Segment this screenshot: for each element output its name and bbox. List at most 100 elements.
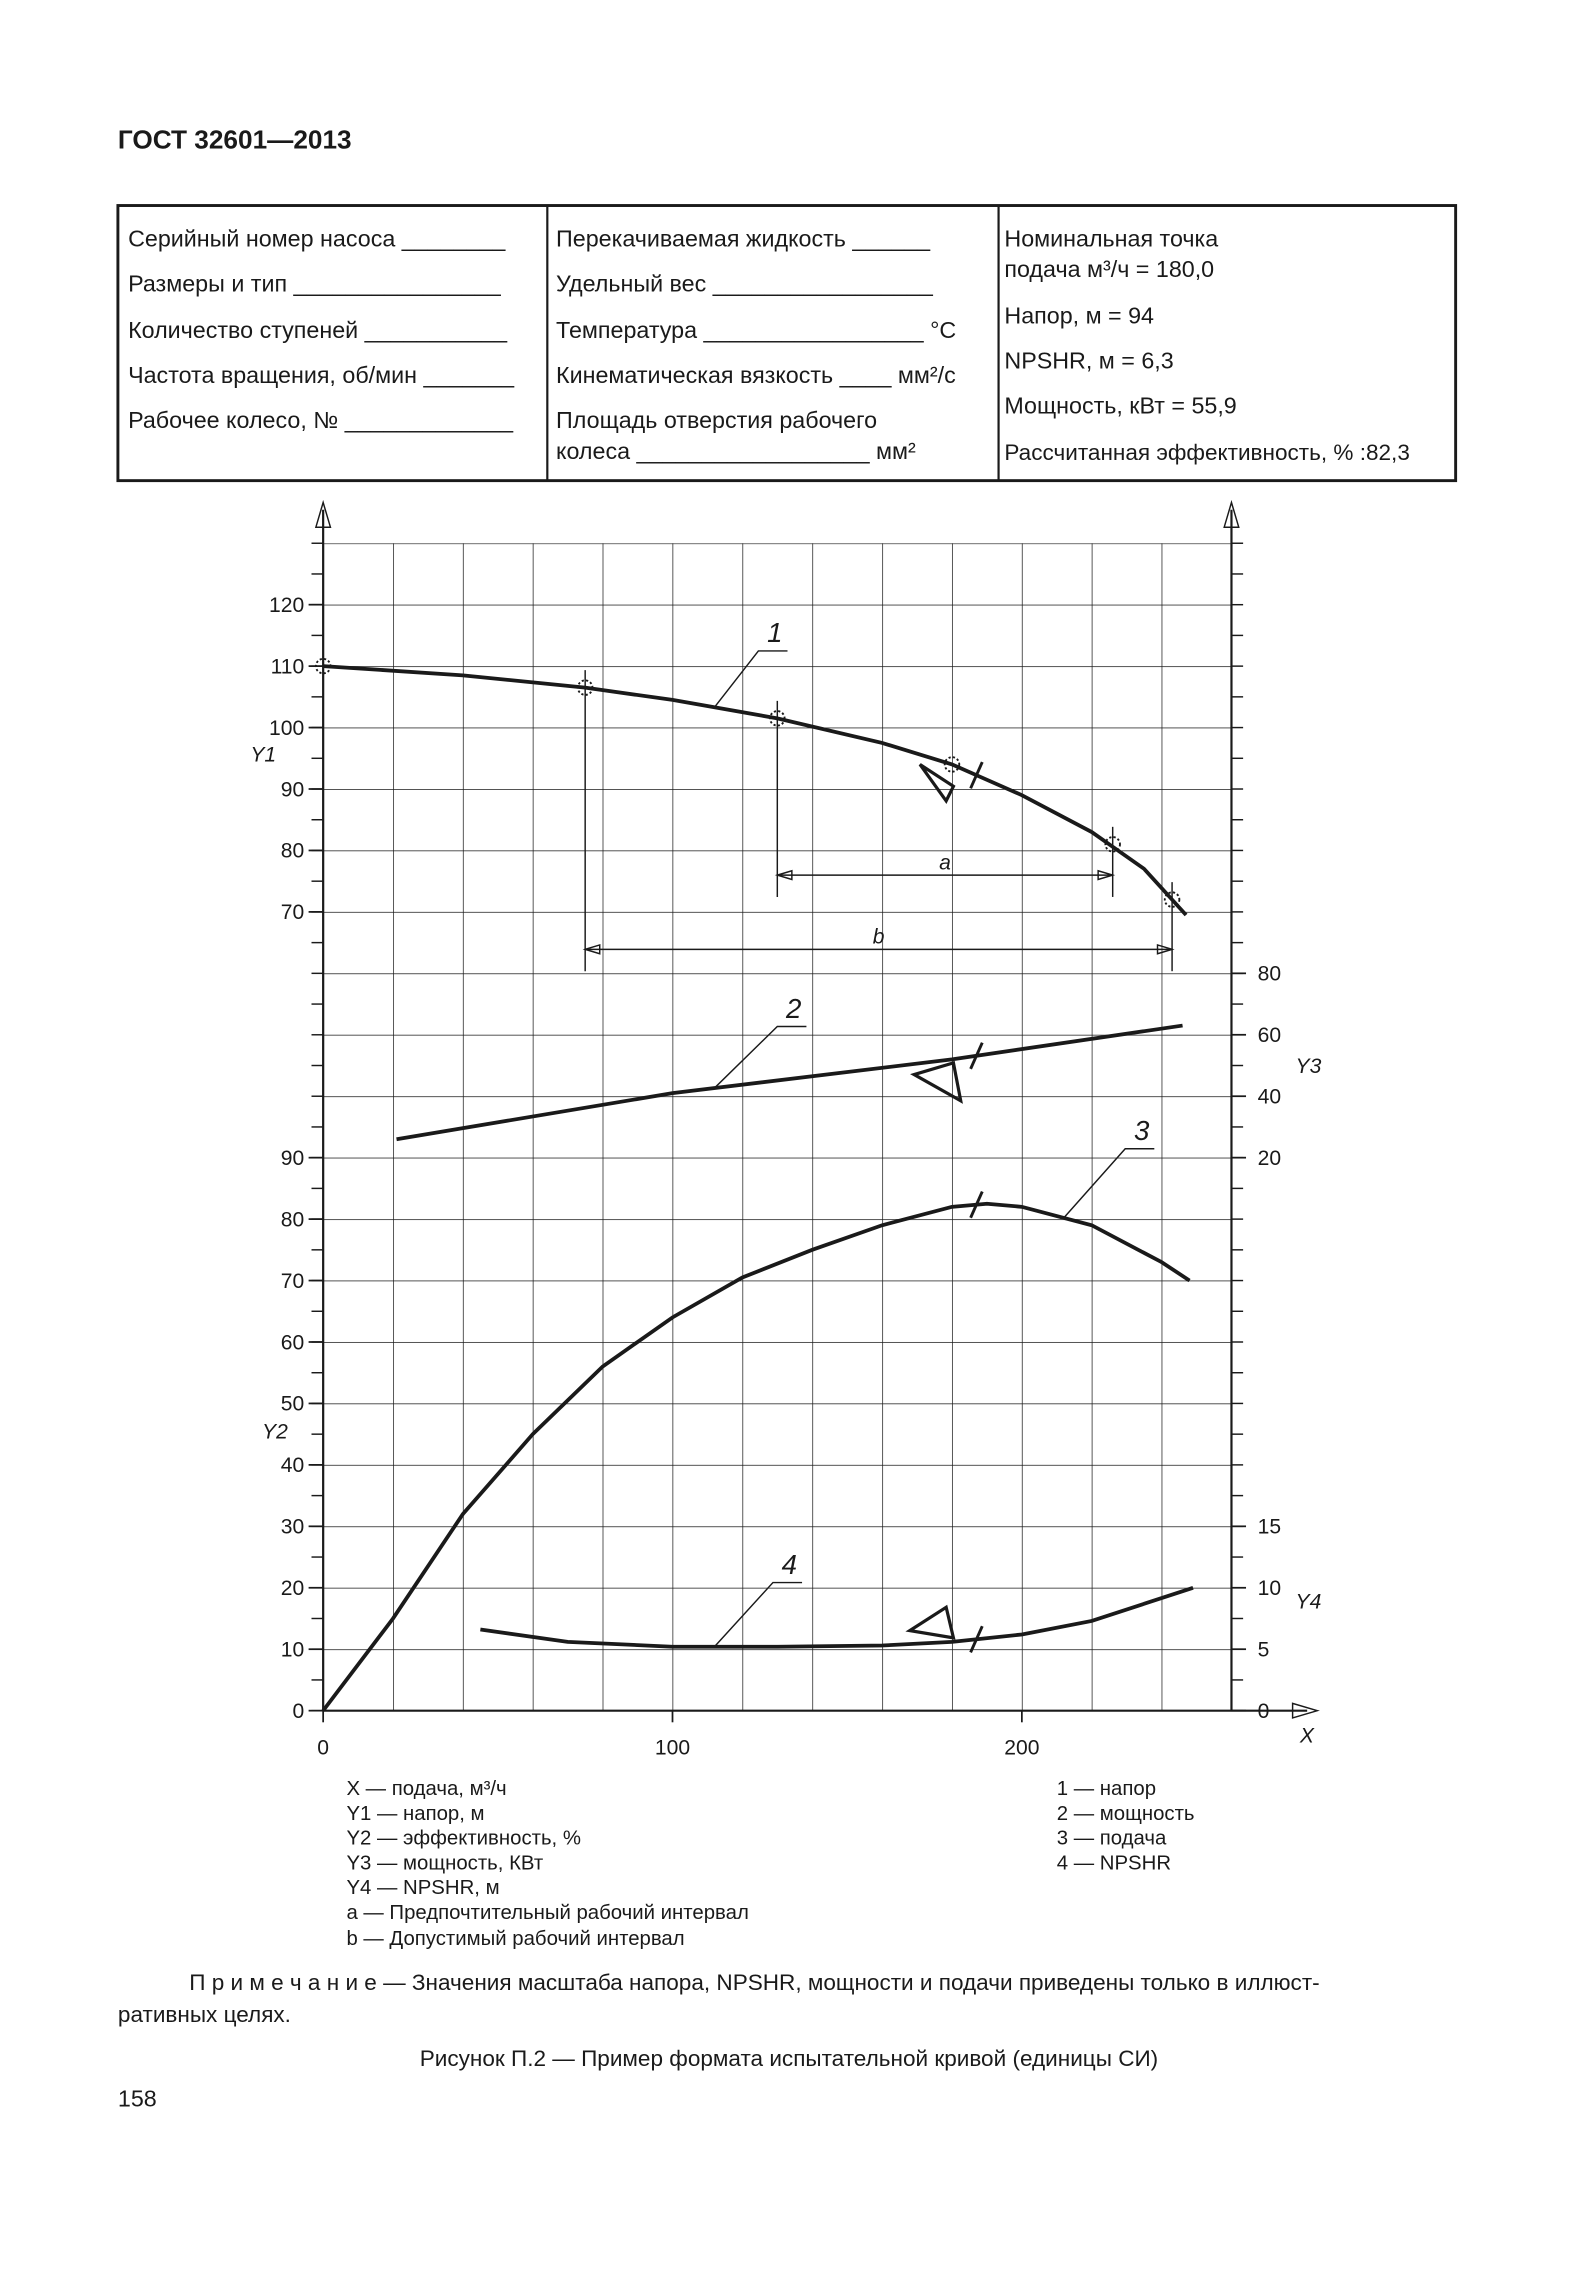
legend-item: 3 — подача bbox=[1057, 1828, 1167, 1850]
test-point bbox=[943, 756, 961, 773]
table-cell: подача м³/ч = 180,0 bbox=[1004, 256, 1214, 282]
curve bbox=[323, 664, 1188, 917]
x-tick-label: 100 bbox=[655, 1736, 690, 1759]
rated-point-tick bbox=[969, 1625, 984, 1653]
caption: Рисунок П.2 — Пример формата испытательн… bbox=[420, 2046, 1159, 2071]
rated-point-symbol bbox=[918, 763, 956, 804]
rated-point-tick bbox=[969, 1042, 984, 1070]
leader-line bbox=[713, 1581, 803, 1648]
y-tick-label: 20 bbox=[1258, 1147, 1281, 1170]
test-point bbox=[1104, 836, 1121, 853]
table-col2: Перекачиваемая жидкость ______ Удельный … bbox=[556, 225, 956, 464]
curve-label: 2 bbox=[785, 993, 801, 1024]
table-cell: колеса __________________ мм² bbox=[556, 438, 916, 464]
y-tick-label: 30 bbox=[281, 1516, 304, 1539]
table-cell: Рассчитанная эффективность, % :82,3 bbox=[1004, 440, 1409, 465]
interval-label: b bbox=[873, 926, 885, 949]
table-cell: Номинальная точка bbox=[1004, 225, 1218, 251]
chart: 708090100110120Y10102030405060708090Y220… bbox=[250, 499, 1322, 1759]
x-tick-label: 200 bbox=[1004, 1736, 1039, 1759]
leader-line bbox=[1063, 1148, 1155, 1219]
axis-arrow bbox=[314, 499, 332, 528]
y-tick-label: 70 bbox=[281, 901, 304, 924]
axis-label: Y3 bbox=[1296, 1055, 1322, 1078]
legend-item: Y3 — мощность, КВт bbox=[346, 1852, 543, 1874]
legend-item: 1 — напор bbox=[1057, 1778, 1156, 1800]
dimension-arrow bbox=[774, 869, 1116, 881]
table-cell: Удельный вес _________________ bbox=[556, 270, 934, 296]
curve bbox=[396, 1023, 1183, 1142]
test-point bbox=[1163, 891, 1181, 908]
table-col1: Серийный номер насоса ________ Размеры и… bbox=[128, 225, 515, 433]
axis-label: X bbox=[1299, 1725, 1315, 1748]
table-cell: Площадь отверстия рабочего bbox=[556, 407, 877, 433]
note: ративных целях. bbox=[118, 2002, 291, 2027]
table-cell: Кинематическая вязкость ____ мм²/с bbox=[556, 362, 956, 388]
rated-point-symbol bbox=[910, 1060, 963, 1104]
y-tick-label: 0 bbox=[292, 1700, 304, 1723]
curve-label: 4 bbox=[782, 1549, 797, 1580]
y-tick-label: 40 bbox=[281, 1454, 304, 1477]
axis-label: Y1 bbox=[250, 744, 276, 767]
axis-label: Y2 bbox=[262, 1420, 288, 1443]
y-tick-label: 120 bbox=[269, 594, 304, 617]
y-tick-label: 5 bbox=[1258, 1638, 1270, 1661]
y-tick-label: 40 bbox=[1258, 1086, 1281, 1109]
test-point bbox=[769, 710, 786, 727]
y-tick-label: 70 bbox=[281, 1270, 304, 1293]
interval-label: a bbox=[939, 851, 951, 874]
y-tick-label: 0 bbox=[1258, 1700, 1270, 1723]
y-tick-label: 15 bbox=[1258, 1516, 1281, 1539]
y-tick-label: 90 bbox=[281, 778, 304, 801]
table-cell: Частота вращения, об/мин _______ bbox=[128, 362, 515, 388]
table-cell: Мощность, кВт = 55,9 bbox=[1004, 393, 1236, 419]
table-cell: Серийный номер насоса ________ bbox=[128, 225, 506, 251]
legend-item: 4 — NPSHR bbox=[1057, 1852, 1171, 1874]
table-cell: Перекачиваемая жидкость ______ bbox=[556, 225, 931, 251]
y-tick-label: 60 bbox=[281, 1331, 304, 1354]
legend: X — подача, м³/ч Y1 — напор, м Y2 — эффе… bbox=[346, 1778, 1194, 1950]
rated-point-tick bbox=[969, 1190, 984, 1219]
x-tick-label: 0 bbox=[317, 1736, 329, 1759]
table-cell: NPSHR, м = 6,3 bbox=[1004, 348, 1173, 374]
y-tick-label: 80 bbox=[1258, 963, 1281, 986]
y-tick-label: 10 bbox=[281, 1638, 304, 1661]
table-cell: Температура _________________ °С bbox=[556, 317, 956, 343]
y-tick-label: 80 bbox=[281, 1208, 304, 1231]
curve bbox=[321, 1201, 1191, 1712]
y-tick-label: 20 bbox=[281, 1577, 304, 1600]
table-col3: Номинальная точка подача м³/ч = 180,0 На… bbox=[1004, 225, 1409, 465]
y-tick-label: 80 bbox=[281, 840, 304, 863]
legend-item: Y1 — напор, м bbox=[346, 1803, 484, 1825]
axis-arrow bbox=[1291, 1702, 1320, 1719]
table-cell: Количество ступеней ___________ bbox=[128, 317, 508, 343]
curve-label: 1 bbox=[767, 617, 782, 648]
page-number: 158 bbox=[118, 2086, 157, 2112]
y-tick-label: 110 bbox=[271, 655, 305, 678]
table-cell: Напор, м = 94 bbox=[1004, 302, 1154, 328]
table-cell: Размеры и тип ________________ bbox=[128, 270, 502, 296]
note: П р и м е ч а н и е — Значения масштаба … bbox=[189, 1970, 1319, 1995]
leader-line bbox=[713, 1025, 807, 1089]
y-tick-label: 50 bbox=[281, 1393, 304, 1416]
test-point bbox=[576, 679, 594, 696]
table-frame bbox=[116, 204, 1458, 483]
legend-item: a — Предпочтительный рабочий интервал bbox=[346, 1902, 748, 1924]
legend-item: Y4 — NPSHR, м bbox=[346, 1877, 499, 1899]
y-tick-label: 60 bbox=[1258, 1024, 1281, 1047]
y-tick-label: 10 bbox=[1258, 1577, 1281, 1600]
dimension-arrow bbox=[582, 944, 1175, 955]
axis-label: Y4 bbox=[1296, 1591, 1322, 1614]
legend-item: Y2 — эффективность, % bbox=[346, 1828, 581, 1850]
rated-point-symbol bbox=[905, 1604, 956, 1640]
y-tick-label: 90 bbox=[281, 1147, 304, 1170]
leader-line bbox=[713, 650, 788, 708]
table-cell: Рабочее колесо, № _____________ bbox=[128, 407, 514, 433]
rated-point-tick bbox=[969, 761, 984, 789]
axis-arrow bbox=[1223, 499, 1240, 528]
curve bbox=[480, 1585, 1194, 1649]
legend-item: b — Допустимый рабочий интервал bbox=[346, 1928, 684, 1950]
test-point bbox=[314, 657, 332, 675]
